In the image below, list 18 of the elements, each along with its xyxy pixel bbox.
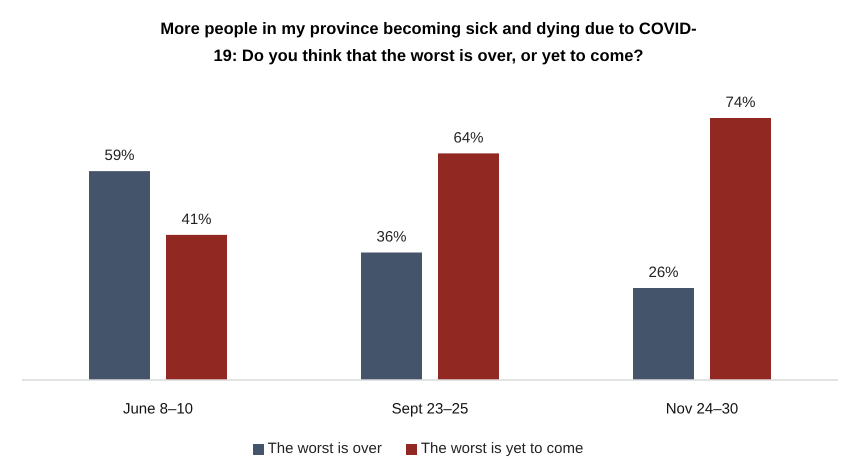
bar [633, 288, 694, 380]
data-label: 74% [725, 94, 756, 111]
x-tick-label: Nov 24–30 [666, 400, 738, 418]
legend-label: The worst is over [268, 440, 382, 457]
data-label: 36% [376, 228, 407, 246]
legend-label: The worst is yet to come [420, 440, 584, 457]
bar [438, 153, 499, 380]
bar [710, 118, 771, 380]
x-tick-label: June 8–10 [122, 400, 194, 418]
data-label: 41% [181, 210, 212, 228]
data-label: 64% [453, 129, 484, 146]
data-label: 59% [104, 147, 135, 164]
bar [361, 252, 422, 380]
data-label: 26% [648, 264, 679, 281]
chart-title: More people in my province becoming sick and dying due to COVID-19: Do you think that the worst is over, or yet to come? [159, 19, 698, 67]
bar [89, 171, 150, 380]
bar [166, 234, 227, 380]
x-tick-label: Sept 23–25 [392, 400, 468, 418]
